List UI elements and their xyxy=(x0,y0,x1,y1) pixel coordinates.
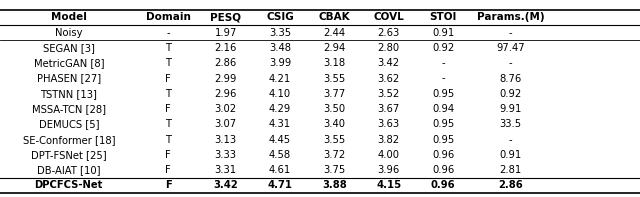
Text: 2.63: 2.63 xyxy=(378,28,400,38)
Text: 4.71: 4.71 xyxy=(268,180,292,190)
Text: 3.42: 3.42 xyxy=(213,180,238,190)
Text: 3.02: 3.02 xyxy=(214,104,237,114)
Text: Domain: Domain xyxy=(145,12,191,22)
Text: F: F xyxy=(165,73,171,84)
Text: 4.45: 4.45 xyxy=(269,135,291,145)
Text: 1.97: 1.97 xyxy=(214,28,237,38)
Text: T: T xyxy=(165,58,171,68)
Text: 2.44: 2.44 xyxy=(323,28,346,38)
Text: 0.96: 0.96 xyxy=(432,165,454,175)
Text: 3.63: 3.63 xyxy=(378,119,400,129)
Text: T: T xyxy=(165,43,171,53)
Text: 3.55: 3.55 xyxy=(323,73,346,84)
Text: 4.00: 4.00 xyxy=(378,150,400,160)
Text: 3.96: 3.96 xyxy=(378,165,400,175)
Text: CBAK: CBAK xyxy=(319,12,350,22)
Text: 4.15: 4.15 xyxy=(376,180,401,190)
Text: -: - xyxy=(509,28,512,38)
Text: 0.95: 0.95 xyxy=(432,89,454,99)
Text: 4.10: 4.10 xyxy=(269,89,291,99)
Text: SE-Conformer [18]: SE-Conformer [18] xyxy=(22,135,115,145)
Text: -: - xyxy=(442,58,445,68)
Text: 3.33: 3.33 xyxy=(214,150,237,160)
Text: 8.76: 8.76 xyxy=(499,73,522,84)
Text: 4.58: 4.58 xyxy=(269,150,291,160)
Text: 3.35: 3.35 xyxy=(269,28,291,38)
Text: F: F xyxy=(165,165,171,175)
Text: 9.91: 9.91 xyxy=(499,104,522,114)
Text: 2.96: 2.96 xyxy=(214,89,237,99)
Text: 3.99: 3.99 xyxy=(269,58,291,68)
Text: 2.86: 2.86 xyxy=(214,58,237,68)
Text: 3.42: 3.42 xyxy=(378,58,400,68)
Text: COVL: COVL xyxy=(373,12,404,22)
Text: 4.61: 4.61 xyxy=(269,165,291,175)
Text: T: T xyxy=(165,89,171,99)
Text: 3.18: 3.18 xyxy=(323,58,346,68)
Text: 4.31: 4.31 xyxy=(269,119,291,129)
Text: -: - xyxy=(166,28,170,38)
Text: 4.29: 4.29 xyxy=(269,104,291,114)
Text: 2.80: 2.80 xyxy=(378,43,400,53)
Text: 2.94: 2.94 xyxy=(323,43,346,53)
Text: 3.77: 3.77 xyxy=(323,89,346,99)
Text: DPT-FSNet [25]: DPT-FSNet [25] xyxy=(31,150,107,160)
Text: T: T xyxy=(165,119,171,129)
Text: TSTNN [13]: TSTNN [13] xyxy=(40,89,97,99)
Text: CSIG: CSIG xyxy=(266,12,294,22)
Text: 0.95: 0.95 xyxy=(432,135,454,145)
Text: F: F xyxy=(165,150,171,160)
Text: 0.94: 0.94 xyxy=(432,104,454,114)
Text: -: - xyxy=(509,58,512,68)
Text: 3.13: 3.13 xyxy=(214,135,237,145)
Text: PESQ: PESQ xyxy=(210,12,241,22)
Text: Params.(M): Params.(M) xyxy=(477,12,544,22)
Text: 2.81: 2.81 xyxy=(499,165,522,175)
Text: Noisy: Noisy xyxy=(55,28,83,38)
Text: MSSA-TCN [28]: MSSA-TCN [28] xyxy=(32,104,106,114)
Text: SEGAN [3]: SEGAN [3] xyxy=(43,43,95,53)
Text: 0.95: 0.95 xyxy=(432,119,454,129)
Text: 3.62: 3.62 xyxy=(378,73,400,84)
Text: -: - xyxy=(509,135,512,145)
Text: 0.96: 0.96 xyxy=(431,180,456,190)
Text: 97.47: 97.47 xyxy=(496,43,525,53)
Text: F: F xyxy=(164,180,172,190)
Text: 3.50: 3.50 xyxy=(323,104,346,114)
Text: 3.55: 3.55 xyxy=(323,135,346,145)
Text: 3.40: 3.40 xyxy=(323,119,346,129)
Text: 3.31: 3.31 xyxy=(214,165,237,175)
Text: 0.91: 0.91 xyxy=(432,28,454,38)
Text: 0.92: 0.92 xyxy=(499,89,522,99)
Text: 3.82: 3.82 xyxy=(378,135,400,145)
Text: 3.48: 3.48 xyxy=(269,43,291,53)
Text: PHASEN [27]: PHASEN [27] xyxy=(36,73,101,84)
Text: STOI: STOI xyxy=(429,12,457,22)
Text: 33.5: 33.5 xyxy=(499,119,522,129)
Text: DEMUCS [5]: DEMUCS [5] xyxy=(38,119,99,129)
Text: DPCFCS-Net: DPCFCS-Net xyxy=(35,180,103,190)
Text: 0.92: 0.92 xyxy=(432,43,454,53)
Text: 3.75: 3.75 xyxy=(323,165,346,175)
Text: 3.67: 3.67 xyxy=(378,104,400,114)
Text: 3.52: 3.52 xyxy=(378,89,400,99)
Text: 3.07: 3.07 xyxy=(214,119,237,129)
Text: MetricGAN [8]: MetricGAN [8] xyxy=(33,58,104,68)
Text: 2.86: 2.86 xyxy=(498,180,523,190)
Text: F: F xyxy=(165,104,171,114)
Text: 3.88: 3.88 xyxy=(322,180,347,190)
Text: 0.91: 0.91 xyxy=(499,150,522,160)
Text: 0.96: 0.96 xyxy=(432,150,454,160)
Text: -: - xyxy=(442,73,445,84)
Text: Model: Model xyxy=(51,12,87,22)
Text: T: T xyxy=(165,135,171,145)
Text: DB-AIAT [10]: DB-AIAT [10] xyxy=(37,165,100,175)
Text: 2.99: 2.99 xyxy=(214,73,237,84)
Text: 2.16: 2.16 xyxy=(214,43,237,53)
Text: 4.21: 4.21 xyxy=(269,73,291,84)
Text: 3.72: 3.72 xyxy=(323,150,346,160)
